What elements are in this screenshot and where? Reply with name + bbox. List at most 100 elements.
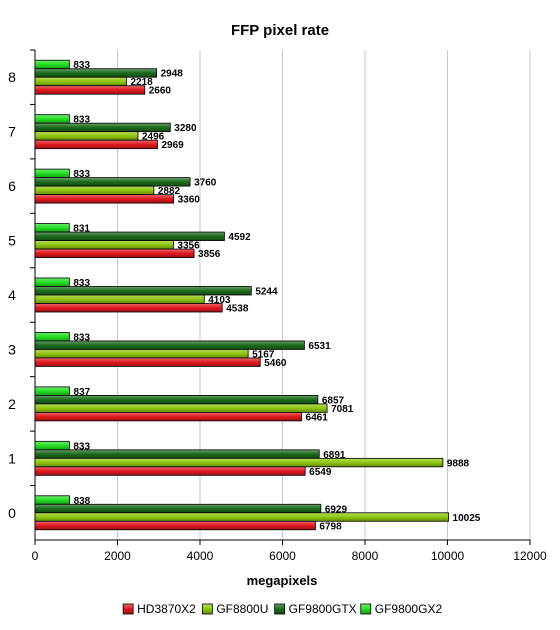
y-tick-label: 2	[8, 396, 16, 412]
bar-gf9800gtx-cat-0	[34, 503, 322, 514]
data-label: 5167	[252, 349, 275, 360]
bar-gf9800gtx-cat-5	[34, 231, 225, 241]
bar-gf8800u-cat-2	[34, 403, 328, 413]
bar-hd3870x2-cat-1	[34, 466, 306, 476]
data-label: 6929	[325, 504, 348, 515]
y-tick-label: 7	[8, 124, 16, 140]
data-label: 10025	[453, 513, 481, 524]
data-label: 7081	[331, 404, 354, 415]
data-label: 833	[73, 115, 90, 126]
bar-gf8800u-cat-7	[34, 131, 139, 141]
legend-swatch-hd3870x2	[122, 603, 134, 615]
plot-area: 0 2000 4000 6000 8000 10000 12000 0 838 6929 10025…	[8, 49, 547, 563]
bar-hd3870x2-cat-3	[34, 357, 261, 367]
bar-gf9800gx2-cat-1	[34, 440, 70, 451]
data-label: 833	[73, 60, 90, 71]
data-label: 4538	[226, 304, 249, 315]
bar-hd3870x2-cat-4	[34, 303, 223, 313]
data-label: 833	[73, 169, 90, 180]
data-label: 4103	[208, 295, 231, 306]
bar-gf8800u-cat-8	[34, 76, 127, 87]
bar-gf9800gtx-cat-1	[34, 449, 320, 459]
bar-gf9800gx2-cat-2	[34, 386, 70, 396]
data-label: 831	[73, 224, 90, 235]
bar-gf9800gx2-cat-6	[34, 168, 70, 179]
y-tick-label: 0	[8, 505, 16, 521]
data-label: 3360	[178, 195, 201, 206]
x-tick-label: 8000	[352, 549, 379, 563]
bar-gf9800gtx-cat-6	[34, 177, 191, 187]
data-label: 2660	[149, 86, 172, 97]
bar-gf9800gx2-cat-4	[34, 277, 70, 287]
bar-gf9800gx2-cat-7	[34, 114, 70, 124]
bar-gf8800u-cat-3	[34, 349, 249, 359]
bar-hd3870x2-cat-7	[34, 139, 158, 150]
bar-hd3870x2-cat-0	[34, 520, 316, 531]
bar-gf9800gtx-cat-4	[34, 286, 252, 296]
data-label: 6798	[319, 521, 342, 532]
y-tick-label: 5	[8, 233, 16, 249]
data-label: 2496	[142, 132, 165, 143]
data-label: 2882	[158, 186, 181, 197]
data-label: 3856	[198, 249, 221, 260]
y-tick-label: 8	[8, 69, 16, 85]
legend-label-gf9800gx2: GF9800GX2	[375, 602, 443, 616]
bar-gf8800u-cat-0	[34, 512, 449, 522]
bar-gf9800gx2-cat-0	[34, 495, 70, 505]
data-label: 6531	[308, 341, 331, 352]
bar-hd3870x2-cat-6	[34, 194, 175, 204]
data-label: 6461	[306, 412, 329, 423]
chart-title: FFP pixel rate	[231, 22, 329, 39]
bar-hd3870x2-cat-5	[34, 248, 195, 258]
data-label: 2948	[161, 69, 184, 80]
data-label: 833	[73, 278, 90, 289]
data-label: 6857	[322, 395, 345, 406]
legend-swatch-gf8800u	[201, 603, 213, 615]
legend-swatch-gf9800gx2	[360, 603, 372, 615]
bar-gf8800u-cat-1	[34, 457, 444, 468]
legend-label-gf9800gtx: GF9800GTX	[289, 602, 357, 616]
legend-swatch-gf9800gtx	[274, 603, 286, 615]
data-label: 2969	[161, 140, 184, 151]
bar-gf9800gtx-cat-8	[34, 68, 158, 78]
bar-hd3870x2-cat-8	[34, 85, 146, 95]
bar-gf9800gx2-cat-3	[34, 332, 70, 342]
data-label: 5244	[255, 287, 278, 298]
bar-gf8800u-cat-5	[34, 240, 174, 250]
x-tick-label: 0	[32, 549, 39, 563]
data-label: 6549	[309, 467, 332, 478]
data-label: 6891	[323, 450, 346, 461]
bar-hd3870x2-cat-2	[34, 411, 302, 422]
data-label: 4592	[228, 232, 251, 243]
data-label: 3280	[174, 123, 197, 134]
y-tick-label: 6	[8, 178, 16, 194]
y-tick-label: 3	[8, 341, 16, 357]
bar-gf9800gtx-cat-2	[34, 394, 319, 405]
data-label: 838	[74, 496, 91, 507]
bar-gf9800gtx-cat-7	[34, 122, 171, 133]
data-label: 833	[73, 441, 90, 452]
data-label: 833	[73, 332, 90, 343]
y-tick-label: 4	[8, 287, 16, 303]
data-label: 837	[74, 387, 91, 398]
data-label: 5460	[264, 358, 287, 369]
legend-label-hd3870x2: HD3870X2	[137, 602, 196, 616]
bar-gf9800gx2-cat-5	[34, 223, 70, 233]
data-label: 3356	[177, 241, 200, 252]
x-tick-label: 4000	[187, 549, 214, 563]
x-tick-label: 12000	[513, 549, 547, 563]
legend-label-gf8800u: GF8800U	[216, 602, 268, 616]
data-label: 2218	[130, 77, 153, 88]
x-axis-title: megapixels	[247, 573, 318, 588]
y-tick-label: 1	[8, 450, 16, 466]
x-tick-label: 6000	[269, 549, 296, 563]
bar-gf9800gx2-cat-8	[34, 59, 70, 70]
bar-gf8800u-cat-4	[34, 294, 205, 304]
x-tick-label: 2000	[104, 549, 131, 563]
x-tick-label: 10000	[431, 549, 465, 563]
bar-gf8800u-cat-6	[34, 185, 155, 196]
data-label: 3760	[194, 178, 217, 189]
bar-gf9800gtx-cat-3	[34, 340, 305, 350]
legend: HD3870X2 GF8800U GF9800GTX GF9800GX2	[122, 602, 443, 616]
